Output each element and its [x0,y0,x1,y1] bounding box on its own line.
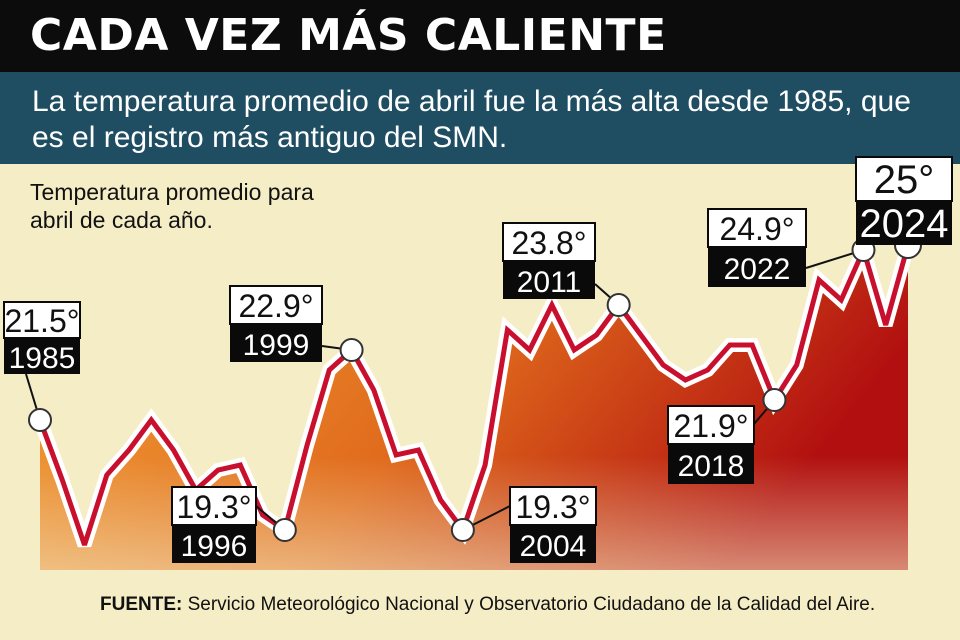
source-label: FUENTE: [100,594,183,615]
value-label-1985: 21.5° [4,303,79,339]
value-label-2018: 21.9° [673,408,748,444]
chart-title: CADA VEZ MÁS CALIENTE [30,10,667,61]
year-label-box [708,247,806,287]
annotation-2022: 24.9° 2022 [707,208,807,287]
year-label-box [503,261,595,299]
source-text: Servicio Meteorológico Nacional y Observ… [187,594,876,615]
marker-1985 [28,408,52,432]
annotation-1999: 22.9° 1999 [229,285,323,362]
annotation-1985: 21.5°1985 [3,301,81,375]
subtitle-bar: La temperatura promedio de abril fue la … [0,72,960,164]
value-label-2022: 24.9° [719,211,794,247]
value-label-box [229,285,323,325]
area-layer [40,245,908,570]
value-label-box [509,486,597,526]
year-label-box [668,444,754,484]
year-label-1985: 1985 [9,342,76,375]
year-label-1999: 1999 [243,329,310,362]
chart-subtitle: La temperatura promedio de abril fue la … [32,85,911,154]
year-label-box [510,525,596,563]
annotation-2024: 25°2024 [855,156,953,246]
value-label-2024: 25° [874,158,935,202]
value-label-box [502,222,596,262]
annotation-1996: 19.3° 1996 [171,486,257,563]
marker-2004 [450,518,475,542]
year-label-2018: 2018 [678,450,745,483]
series-line [37,242,911,546]
year-label-box [4,338,80,374]
line-layer [33,229,915,548]
marker-2018 [762,388,787,412]
value-label-box [667,405,755,445]
marker-1996 [272,518,297,542]
value-label-1999: 22.9° [238,288,313,324]
year-label-2004: 2004 [520,530,587,563]
value-label-box [171,486,257,526]
year-label-2022: 2022 [724,253,791,286]
area-fade [40,245,908,570]
marker-2011 [606,293,631,317]
year-label-1996: 1996 [181,530,248,563]
value-label-2004: 19.3° [515,489,590,525]
value-label-1996: 19.3° [176,489,251,525]
year-label-box [856,201,952,245]
title-bar: CADA VEZ MÁS CALIENTE [0,0,960,72]
chart-description: Temperatura promedio para abril de cada … [30,179,314,233]
value-label-2011: 23.8° [511,225,586,261]
label-layer: 21.5°1985 19.3° 1996 22.9° 1999 19.3° 2004 23.8… [3,156,953,563]
source-note: FUENTE: Servicio Meteorológico Nacional … [100,594,875,616]
year-label-2024: 2024 [860,202,949,246]
year-label-box [230,324,322,362]
year-label-box [172,525,256,563]
year-label-2011: 2011 [517,266,582,299]
annotation-2004: 19.3° 2004 [509,486,597,563]
annotation-2011: 23.8° 2011 [502,222,596,299]
annotation-2018: 21.9° 2018 [667,405,755,484]
marker-1999 [339,338,364,362]
